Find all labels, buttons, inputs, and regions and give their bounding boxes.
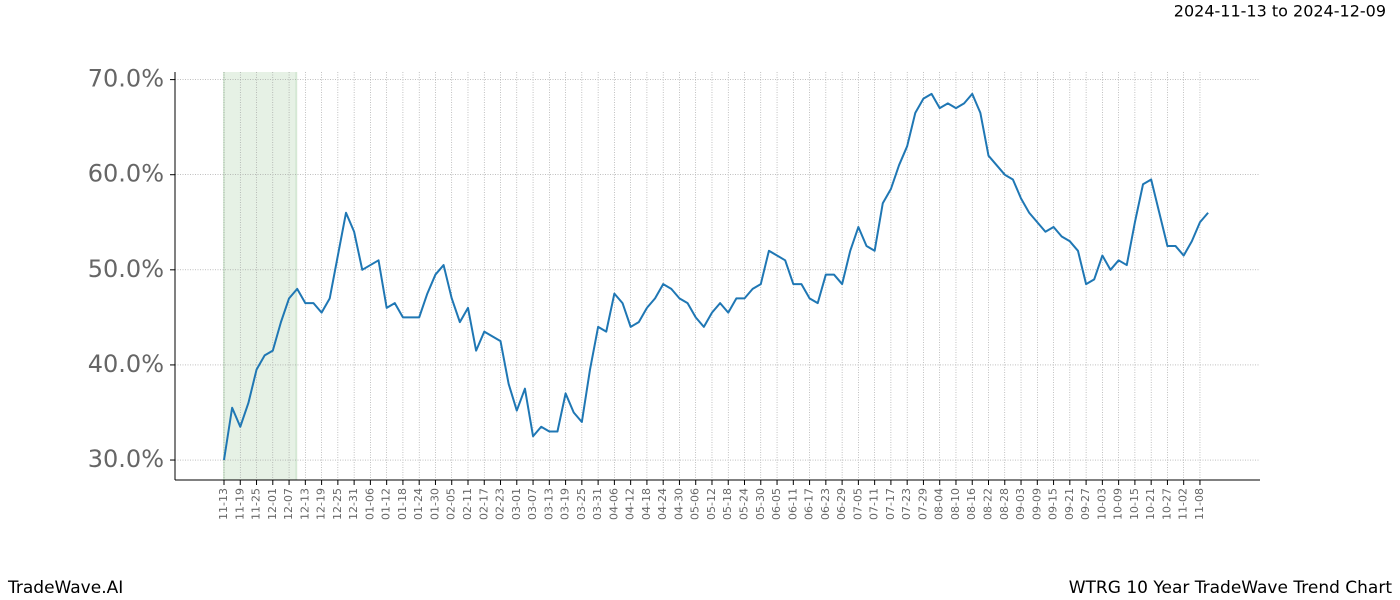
x-tick-label: 10-15 <box>1128 488 1141 520</box>
x-tick-label: 01-24 <box>412 488 425 520</box>
x-tick-label: 08-10 <box>949 488 962 520</box>
x-tick-label: 05-06 <box>689 488 702 520</box>
x-tick-label: 10-27 <box>1160 488 1173 520</box>
x-tick-label: 09-09 <box>1030 488 1043 520</box>
x-tick-label: 03-01 <box>510 488 523 520</box>
x-tick-label: 03-25 <box>575 488 588 520</box>
x-tick-label: 07-11 <box>868 488 881 520</box>
x-tick-label: 11-25 <box>250 488 263 520</box>
x-tick-label: 08-04 <box>933 488 946 520</box>
footer-right: WTRG 10 Year TradeWave Trend Chart <box>1069 578 1393 598</box>
x-tick-label: 09-21 <box>1063 488 1076 520</box>
x-tick-label: 10-09 <box>1112 488 1125 520</box>
x-tick-label: 12-07 <box>282 488 295 520</box>
x-tick-label: 03-19 <box>559 488 572 520</box>
x-tick-label: 02-17 <box>477 488 490 520</box>
x-tick-label: 07-29 <box>916 488 929 520</box>
x-tick-label: 02-23 <box>494 488 507 520</box>
x-tick-label: 09-27 <box>1079 488 1092 520</box>
x-tick-label: 07-05 <box>851 488 864 520</box>
x-tick-label: 05-18 <box>721 488 734 520</box>
x-tick-label: 04-24 <box>656 488 669 520</box>
x-tick-label: 05-30 <box>754 488 767 520</box>
x-tick-label: 01-12 <box>380 488 393 520</box>
x-tick-label: 11-13 <box>217 488 230 520</box>
x-tick-label: 10-21 <box>1144 488 1157 520</box>
x-tick-label: 05-12 <box>705 488 718 520</box>
x-tick-label: 09-15 <box>1047 488 1060 520</box>
x-tick-label: 03-07 <box>526 488 539 520</box>
x-tick-label: 10-03 <box>1095 488 1108 520</box>
x-tick-label: 11-02 <box>1177 488 1190 520</box>
x-tick-label: 04-30 <box>672 488 685 520</box>
x-tick-label: 06-17 <box>803 488 816 520</box>
y-tick-label: 60.0% <box>88 160 164 188</box>
y-tick-label: 50.0% <box>88 255 164 283</box>
x-tick-label: 11-08 <box>1193 488 1206 520</box>
x-tick-label: 02-11 <box>461 488 474 520</box>
highlight-band <box>224 72 297 480</box>
x-tick-label: 12-01 <box>266 488 279 520</box>
x-tick-label: 04-06 <box>607 488 620 520</box>
y-tick-label: 30.0% <box>88 445 164 473</box>
x-tick-label: 08-28 <box>998 488 1011 520</box>
x-tick-label: 12-31 <box>347 488 360 520</box>
x-tick-label: 09-03 <box>1014 488 1027 520</box>
x-tick-label: 02-05 <box>445 488 458 520</box>
x-tick-label: 03-13 <box>542 488 555 520</box>
x-tick-label: 08-16 <box>965 488 978 520</box>
x-tick-label: 07-23 <box>900 488 913 520</box>
y-tick-label: 70.0% <box>88 65 164 93</box>
x-tick-label: 12-19 <box>315 488 328 520</box>
x-tick-label: 03-31 <box>591 488 604 520</box>
x-tick-label: 08-22 <box>982 488 995 520</box>
x-tick-label: 04-12 <box>624 488 637 520</box>
x-tick-label: 01-06 <box>363 488 376 520</box>
x-tick-label: 04-18 <box>640 488 653 520</box>
x-tick-label: 06-29 <box>835 488 848 520</box>
x-tick-label: 07-17 <box>884 488 897 520</box>
x-tick-label: 01-30 <box>428 488 441 520</box>
date-range: 2024-11-13 to 2024-12-09 <box>1174 2 1386 21</box>
x-tick-label: 06-11 <box>786 488 799 520</box>
trend-line <box>223 92 1209 461</box>
footer-left: TradeWave.AI <box>7 578 123 598</box>
x-tick-label: 11-19 <box>233 488 246 520</box>
y-tick-label: 40.0% <box>88 350 164 378</box>
x-tick-label: 12-25 <box>331 488 344 520</box>
x-tick-label: 12-13 <box>298 488 311 520</box>
x-tick-label: 01-18 <box>396 488 409 520</box>
x-tick-label: 05-24 <box>738 488 751 520</box>
x-tick-label: 06-05 <box>770 488 783 520</box>
x-tick-label: 06-23 <box>819 488 832 520</box>
